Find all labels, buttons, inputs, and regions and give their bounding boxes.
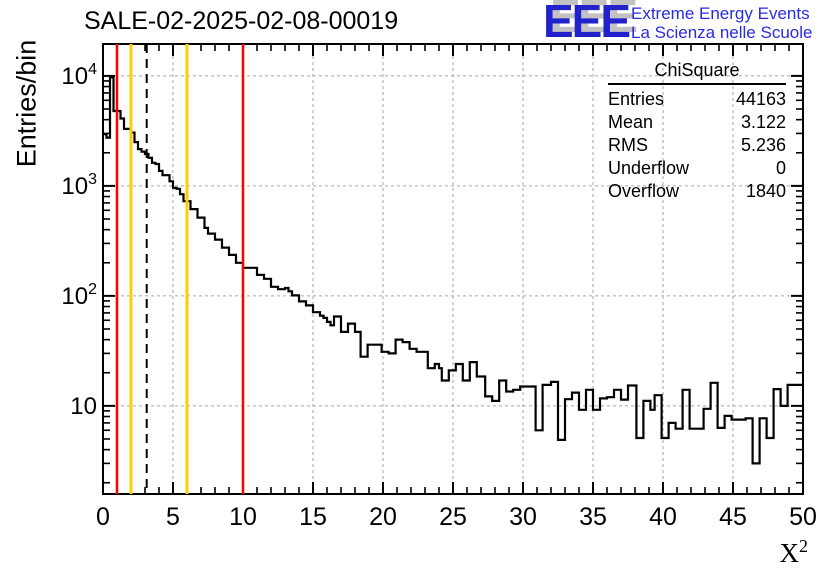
stats-row-value: 5.236 <box>740 135 786 155</box>
y-tick-label: 102 <box>61 281 97 310</box>
x-tick-label: 45 <box>719 503 747 531</box>
y-tick-label: 104 <box>61 61 97 90</box>
stats-row-label: Underflow <box>608 158 690 178</box>
x-tick-label: 50 <box>789 503 817 531</box>
stats-row-value: 3.122 <box>740 112 786 132</box>
x-tick-label: 20 <box>369 503 397 531</box>
stats-box: ChiSquare Entries 44163 Mean 3.122 RMS 5.236 U… <box>608 60 786 203</box>
eee-logo-text: Extreme Energy Events La Scienza nelle S… <box>631 4 812 42</box>
x-tick-label: 0 <box>96 503 110 531</box>
stats-row: Entries 44163 <box>608 88 786 111</box>
stats-row: RMS 5.236 <box>608 134 786 157</box>
eee-logo: EEE Extreme Energy Events La Scienza nel… <box>543 0 835 48</box>
x-axis-title: X2 <box>779 536 809 568</box>
eee-logo-line1: Extreme Energy Events <box>631 4 810 23</box>
stats-row-label: RMS <box>608 135 648 155</box>
y-tick-label: 10 <box>70 393 97 420</box>
x-tick-label: 15 <box>299 503 327 531</box>
histogram-step-line <box>103 76 803 465</box>
stats-row: Mean 3.122 <box>608 111 786 134</box>
stats-row-label: Mean <box>608 112 654 132</box>
page-title: SALE-02-2025-02-08-00019 <box>84 7 399 35</box>
stats-row-value: 1840 <box>745 181 786 201</box>
stats-row-label: Entries <box>608 89 665 109</box>
y-axis-title: Entries/bin <box>11 39 42 168</box>
x-tick-label: 40 <box>649 503 677 531</box>
stats-row: Underflow 0 <box>608 157 786 180</box>
x-tick-label: 5 <box>166 503 180 531</box>
eee-logo-acronym: EEE <box>543 0 631 47</box>
stats-rows: Entries 44163 Mean 3.122 RMS 5.236 Underflow 0 O… <box>608 85 786 203</box>
eee-logo-line2: La Scienza nelle Scuole <box>631 23 813 42</box>
x-tick-label: 35 <box>579 503 607 531</box>
stats-row-label: Overflow <box>608 181 680 201</box>
x-tick-label: 10 <box>229 503 257 531</box>
stats-title: ChiSquare <box>608 60 786 85</box>
x-tick-label: 30 <box>509 503 537 531</box>
x-tick-label: 25 <box>439 503 467 531</box>
y-tick-label: 103 <box>61 171 97 200</box>
stats-row-value: 0 <box>775 158 786 178</box>
stats-row-value: 44163 <box>735 89 786 109</box>
stats-row: Overflow 1840 <box>608 180 786 203</box>
